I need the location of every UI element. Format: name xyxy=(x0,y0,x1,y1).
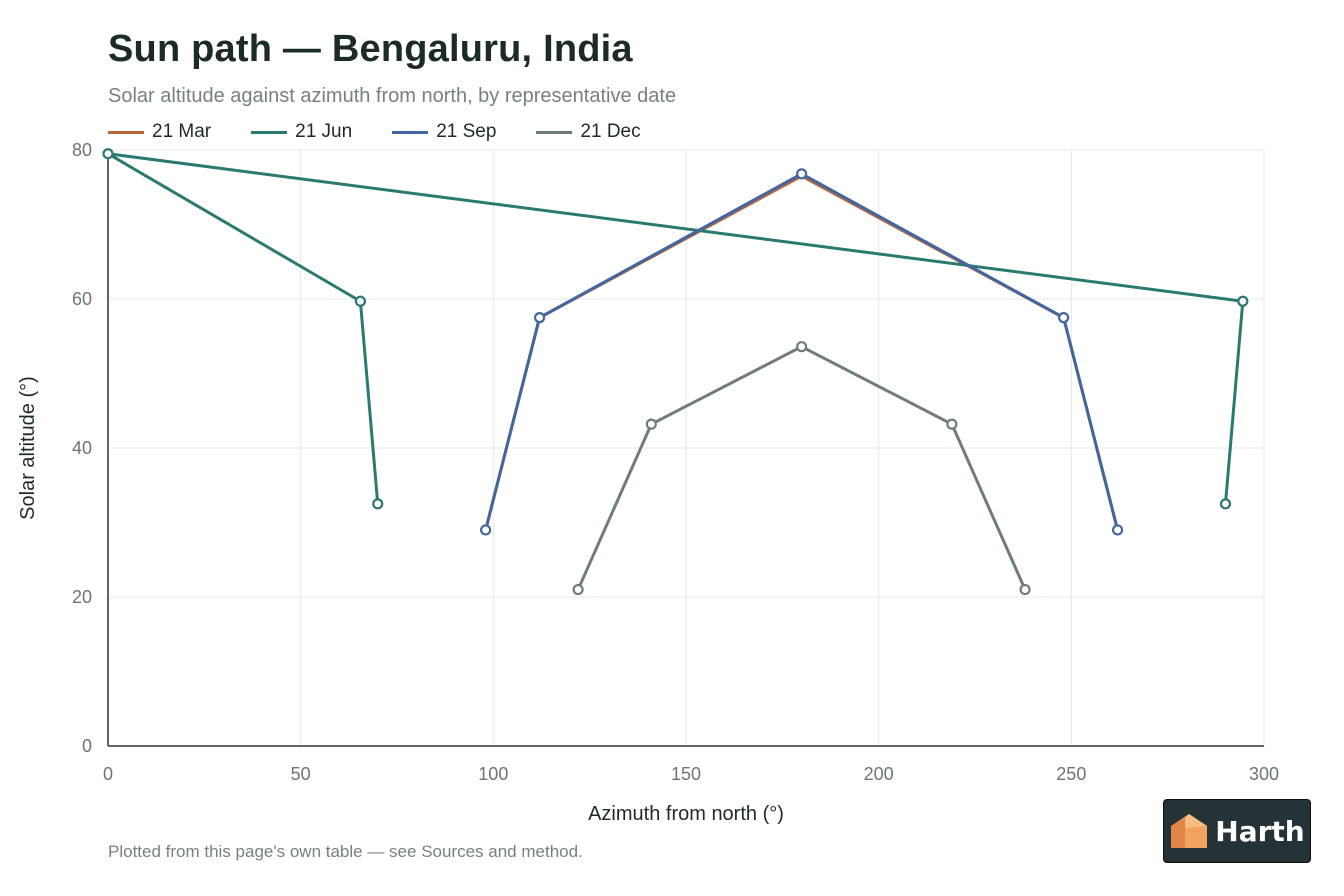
x-tick-label: 100 xyxy=(478,764,508,784)
y-tick-label: 80 xyxy=(72,140,92,160)
legend-label: 21 Jun xyxy=(295,121,353,142)
y-tick-label: 40 xyxy=(72,438,92,458)
data-point xyxy=(795,168,808,180)
footnote: Plotted from this page's own table — see… xyxy=(108,842,583,861)
chart-subtitle: Solar altitude against azimuth from nort… xyxy=(108,85,677,107)
legend-swatch xyxy=(536,130,573,134)
x-tick-label: 200 xyxy=(864,764,894,784)
data-point xyxy=(572,583,584,596)
legend-item: 21 Mar xyxy=(108,121,211,143)
series-line-21-jun xyxy=(106,152,1245,506)
data-point xyxy=(1237,295,1249,307)
series-line-21-dec xyxy=(576,345,1027,592)
data-point xyxy=(533,312,546,324)
legend-label: 21 Mar xyxy=(152,121,212,142)
data-point xyxy=(795,341,808,353)
data-point xyxy=(480,524,492,536)
legend-swatch xyxy=(251,130,288,134)
data-point xyxy=(372,498,384,510)
data-point xyxy=(1219,498,1232,510)
legend-item: 21 Jun xyxy=(251,121,352,143)
legend-item: 21 Sep xyxy=(392,121,496,143)
logo-text: Harth xyxy=(1215,814,1305,848)
x-tick-label: 0 xyxy=(103,764,113,784)
house-cube-icon xyxy=(1171,814,1208,848)
data-point xyxy=(102,148,114,160)
data-point xyxy=(946,418,958,430)
y-tick-label: 20 xyxy=(72,587,92,607)
y-tick-label: 60 xyxy=(72,289,92,309)
x-tick-label: 250 xyxy=(1056,764,1086,784)
legend-label: 21 Dec xyxy=(580,121,641,142)
data-point xyxy=(645,418,657,430)
y-axis-label: Solar altitude (°) xyxy=(17,376,39,520)
legend-swatch xyxy=(392,130,429,134)
data-point xyxy=(1111,524,1124,536)
x-tick-label: 50 xyxy=(291,764,311,784)
data-point xyxy=(1019,583,1031,596)
data-point xyxy=(1058,312,1070,324)
series-line-21-mar xyxy=(484,174,1120,532)
legend: 21 Mar 21 Jun 21 Sep 21 Dec xyxy=(108,120,681,144)
x-axis-label: Azimuth from north (°) xyxy=(588,803,784,825)
legend-item: 21 Dec xyxy=(536,121,641,143)
x-tick-label: 300 xyxy=(1249,764,1279,784)
harth-logo: Harth xyxy=(1163,799,1311,863)
legend-swatch xyxy=(108,130,144,134)
y-tick-label: 0 xyxy=(82,736,92,756)
data-point xyxy=(354,295,366,307)
chart-title: Sun path — Bengaluru, India xyxy=(108,28,633,70)
x-tick-label: 150 xyxy=(671,764,701,784)
legend-label: 21 Sep xyxy=(436,121,497,142)
